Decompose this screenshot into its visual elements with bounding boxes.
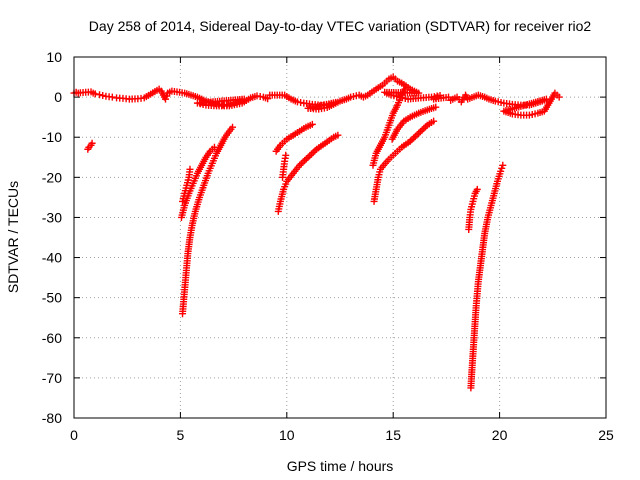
series-arc-10h-C	[279, 151, 290, 181]
series-near-zero-band	[70, 73, 563, 119]
y-tick-label: -20	[42, 169, 62, 185]
data-point	[229, 123, 237, 131]
series-arc-5h-A	[179, 123, 237, 318]
data-point	[430, 117, 438, 125]
data-point	[96, 91, 104, 99]
x-axis-label: GPS time / hours	[287, 458, 394, 474]
data-point	[473, 185, 481, 193]
series-arc-14h-B	[369, 85, 409, 169]
x-tick-label: 15	[385, 427, 401, 443]
y-tick-label: 10	[46, 49, 62, 65]
x-tick-label: 5	[177, 427, 185, 443]
y-tick-label: -10	[42, 129, 62, 145]
x-tick-label: 10	[279, 427, 295, 443]
data-point	[401, 85, 409, 93]
plot-frame	[73, 56, 607, 419]
data-point	[88, 139, 96, 147]
data-point	[186, 165, 194, 173]
data-point	[432, 103, 440, 111]
series-arc-19h-short	[465, 185, 481, 233]
series-arc-10h-B	[272, 120, 316, 155]
series-arc-5h-C	[179, 165, 194, 205]
chart-title: Day 258 of 2014, Sidereal Day-to-day VTE…	[89, 18, 592, 34]
y-tick-label: -30	[42, 209, 62, 225]
series-arc-19h-steep	[467, 161, 507, 392]
tick-labels: 0 5 10 15 20 25 10 0 -10 -20 -30 -40 -50 -60 -70 -80	[42, 49, 614, 443]
data-point	[264, 95, 272, 103]
data-point	[499, 161, 507, 169]
data-point	[282, 151, 290, 159]
x-tick-label: 20	[492, 427, 508, 443]
x-tick-label: 25	[598, 427, 614, 443]
data-point	[555, 93, 563, 101]
series-arc-10h-A	[274, 131, 342, 215]
y-tick-label: 0	[54, 89, 62, 105]
y-axis-label: SDTVAR / TECUs	[5, 181, 21, 293]
series-arc-14h-C	[388, 103, 440, 143]
data-point	[308, 120, 316, 128]
y-tick-label: -50	[42, 290, 62, 306]
x-tick-label: 0	[70, 427, 78, 443]
y-tick-label: -80	[42, 410, 62, 426]
y-tick-label: -60	[42, 330, 62, 346]
series-arc-14h-A	[370, 117, 438, 205]
y-tick-label: -70	[42, 370, 62, 386]
series-isolated-track	[84, 139, 96, 153]
data-point	[210, 143, 218, 151]
y-tick-label: -40	[42, 250, 62, 266]
data-point	[91, 90, 99, 98]
data-markers	[70, 73, 563, 392]
data-point	[334, 131, 342, 139]
data-point	[108, 93, 116, 101]
data-point	[99, 92, 107, 100]
series-arc-5h-B	[177, 143, 218, 221]
